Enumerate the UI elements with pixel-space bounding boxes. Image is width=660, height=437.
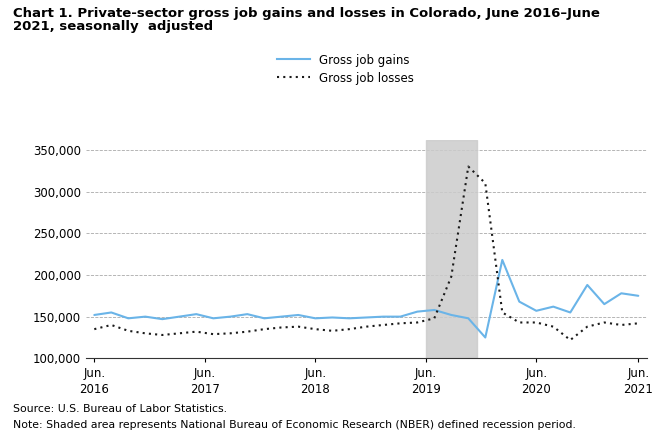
Text: 2021, seasonally  adjusted: 2021, seasonally adjusted: [13, 20, 213, 33]
Text: Source: U.S. Bureau of Labor Statistics.: Source: U.S. Bureau of Labor Statistics.: [13, 404, 227, 414]
Bar: [426, 140, 477, 358]
Text: Chart 1. Private-sector gross job gains and losses in Colorado, June 2016–June: Chart 1. Private-sector gross job gains …: [13, 7, 600, 20]
Text: Note: Shaded area represents National Bureau of Economic Research (NBER) defined: Note: Shaded area represents National Bu…: [13, 420, 576, 430]
Legend: Gross job gains, Gross job losses: Gross job gains, Gross job losses: [277, 54, 414, 85]
